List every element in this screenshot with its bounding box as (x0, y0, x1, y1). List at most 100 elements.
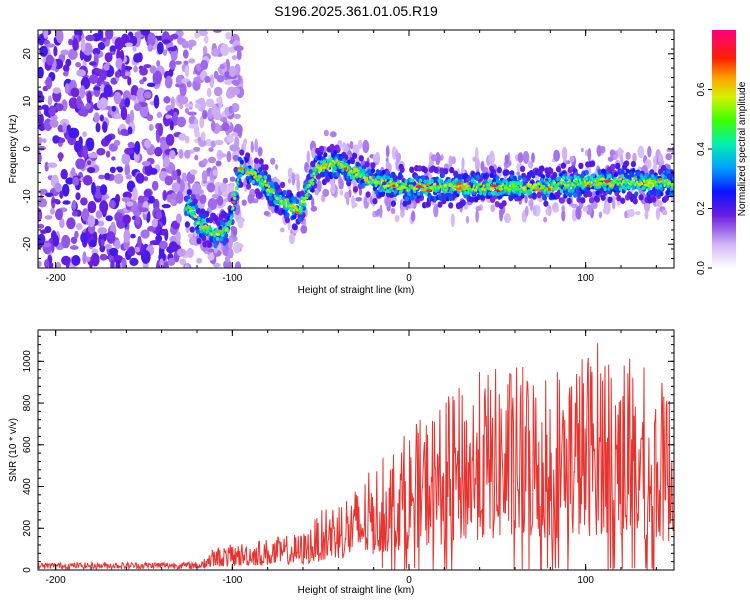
heatmap-cell (114, 239, 121, 250)
heatmap-cell (501, 200, 507, 207)
heatmap-cell (93, 112, 100, 123)
heatmap-cell (235, 181, 239, 185)
heatmap-cell (338, 178, 344, 190)
heatmap-cell (524, 205, 529, 217)
heatmap-cell (180, 96, 189, 105)
heatmap-cell (394, 188, 398, 193)
heatmap-cell (87, 200, 97, 214)
heatmap-cell (99, 200, 109, 214)
heatmap-cell (52, 234, 60, 247)
heatmap-cell (396, 187, 404, 191)
heatmap-cell (398, 171, 403, 177)
heatmap-cell (231, 55, 238, 60)
heatmap-cell (460, 199, 466, 206)
heatmap-cell (221, 122, 230, 132)
heatmap-cell (171, 182, 181, 193)
heatmap-cell (451, 156, 456, 165)
heatmap-cell (597, 168, 602, 174)
heatmap-cell (420, 188, 428, 192)
heatmap-cell (647, 146, 652, 158)
heatmap-cell (545, 187, 549, 191)
heatmap-cell (229, 176, 236, 182)
heatmap-cell (649, 190, 654, 196)
heatmap-cell (85, 137, 95, 152)
heatmap-cell (125, 42, 133, 47)
heatmap-cell (558, 187, 561, 190)
heatmap-cell (202, 109, 208, 120)
heatmap-cell (208, 156, 216, 164)
heatmap-cell (161, 204, 171, 209)
heatmap-cell (184, 103, 194, 108)
heatmap-cell (144, 139, 152, 149)
heatmap-cell (659, 159, 665, 166)
heatmap-cell (407, 191, 411, 196)
heatmap-cell (329, 143, 335, 151)
heatmap-cell (316, 164, 319, 168)
heatmap-cell (332, 171, 337, 177)
heatmap-cell (132, 187, 138, 202)
heatmap-cell (99, 184, 108, 196)
heatmap-cell (51, 198, 60, 204)
heatmap-cell (507, 188, 512, 191)
heatmap-cell (124, 163, 131, 177)
heatmap-cell (287, 220, 291, 231)
heatmap-cell (631, 167, 636, 174)
heatmap-cell (125, 174, 132, 180)
heatmap-cell (587, 147, 592, 162)
heatmap-cell (362, 176, 366, 180)
heatmap-cell (444, 188, 448, 192)
heatmap-cell (178, 133, 187, 141)
heatmap-cell (143, 64, 152, 69)
heatmap-cell (273, 181, 278, 187)
heatmap-cell (184, 135, 190, 144)
heatmap-cell (137, 195, 144, 203)
heatmap-cell (62, 71, 69, 77)
heatmap-cell (422, 166, 428, 174)
heatmap-cell (176, 116, 187, 128)
heatmap-cell (346, 195, 350, 206)
heatmap-cell (450, 213, 455, 228)
heatmap-cell (171, 170, 178, 181)
heatmap-cell (123, 71, 131, 76)
heatmap-cell (419, 178, 423, 183)
heatmap-cell (367, 180, 371, 184)
heatmap-cell (135, 173, 145, 184)
heatmap-cell (66, 217, 76, 230)
colorbar-tick-label: 0.2 (696, 201, 707, 215)
heatmap-cell (665, 153, 672, 161)
heatmap-cell (101, 195, 107, 202)
heatmap-cell (433, 166, 439, 174)
heatmap-cell (373, 181, 377, 184)
heatmap-cell (191, 182, 202, 195)
heatmap-cell (38, 105, 44, 111)
heatmap-cell (253, 175, 256, 179)
heatmap-cell (239, 149, 245, 156)
heatmap-cell (194, 131, 201, 138)
heatmap-cell (540, 177, 544, 182)
heatmap-cell (410, 210, 416, 222)
heatmap-cell (38, 150, 41, 164)
heatmap-cell (154, 146, 163, 157)
heatmap-cell (165, 133, 175, 146)
heatmap-cell (441, 185, 445, 189)
heatmap-cell (319, 172, 324, 178)
heatmap-cell (113, 113, 123, 120)
heatmap-cell (573, 184, 577, 188)
heatmap-cell (186, 247, 194, 258)
heatmap-cell (54, 182, 62, 193)
heatmap-cell (226, 134, 234, 143)
heatmap-cell (524, 194, 528, 204)
heatmap-cell (504, 184, 508, 188)
heatmap-cell (143, 189, 152, 197)
heatmap-cell (342, 141, 346, 153)
heatmap-cell (522, 177, 527, 183)
heatmap-cell (143, 176, 149, 182)
heatmap-cell (147, 225, 156, 232)
heatmap-cell (227, 229, 230, 233)
heatmap-cell (175, 75, 184, 85)
heatmap-cell (586, 184, 591, 188)
heatmap-cell (190, 214, 194, 219)
heatmap-cell (593, 182, 596, 186)
heatmap-cell (636, 186, 640, 190)
heatmap-cell (70, 245, 79, 250)
